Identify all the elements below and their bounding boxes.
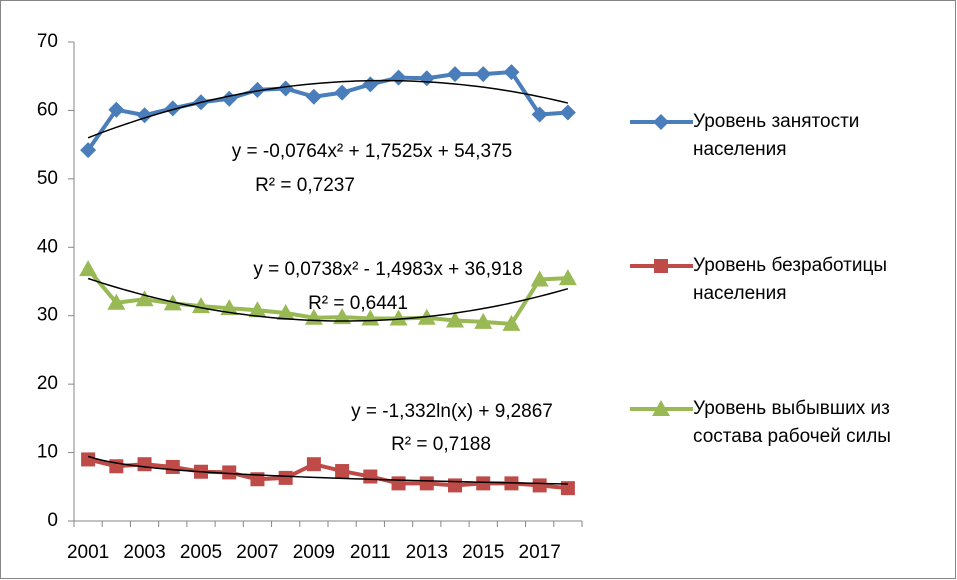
point	[474, 312, 493, 329]
x-tick-label: 2013	[406, 542, 448, 563]
point	[475, 66, 492, 83]
trendline-equation: R² = 0,6441	[308, 293, 408, 314]
y-tick-label: 40	[37, 236, 58, 257]
point	[278, 470, 293, 485]
point	[447, 66, 463, 83]
y-tick-label: 0	[47, 510, 58, 531]
point	[559, 104, 576, 121]
trendline-equation: y = -1,332ln(x) + 9,2867	[351, 401, 553, 422]
point	[502, 314, 521, 331]
point	[652, 400, 670, 416]
point	[448, 478, 462, 493]
x-tick-label: 2015	[462, 542, 504, 563]
point	[391, 476, 406, 491]
x-tick-label: 2003	[123, 542, 165, 563]
point	[389, 309, 408, 326]
legend-label: Уровень занятости населения	[693, 111, 860, 160]
point	[362, 76, 379, 93]
point	[108, 101, 125, 118]
y-tick-label: 50	[37, 168, 58, 189]
point	[363, 469, 378, 484]
x-tick-label: 2007	[236, 542, 278, 563]
point	[558, 269, 577, 286]
point	[306, 457, 321, 472]
point	[276, 303, 295, 320]
trendline-equation: y = 0,0738x² - 1,4983x + 36,918	[253, 259, 522, 280]
point	[532, 478, 547, 493]
legend-label: Уровень выбывших из состава рабочей силы	[693, 398, 891, 447]
point	[248, 301, 267, 318]
legend-label: Уровень безработицы населения	[693, 255, 888, 304]
point	[81, 452, 96, 467]
point	[333, 308, 352, 325]
x-tick-label: 2001	[67, 542, 109, 563]
trendline-equation: R² = 0,7237	[255, 175, 355, 196]
series-line	[87, 457, 569, 491]
y-tick-label: 70	[37, 31, 58, 52]
point	[418, 70, 435, 87]
point	[79, 260, 98, 277]
y-tick-label: 60	[37, 99, 58, 120]
point	[653, 114, 669, 130]
trendline-equation: y = -0,0764x² + 1,7525x + 54,375	[232, 141, 512, 162]
trendline	[87, 455, 568, 485]
point	[476, 476, 491, 491]
point	[221, 90, 238, 107]
x-tick-label: 2005	[180, 542, 222, 563]
point	[137, 457, 152, 472]
point	[335, 464, 350, 479]
x-tick-label: 2009	[293, 542, 335, 563]
point	[80, 142, 97, 159]
x-tick-label: 2017	[519, 542, 561, 563]
point	[305, 88, 322, 105]
point	[531, 106, 548, 123]
series-line	[86, 70, 569, 152]
y-tick-label: 30	[37, 305, 58, 326]
point	[503, 64, 520, 81]
point	[164, 100, 181, 117]
point	[277, 80, 294, 97]
trendline	[87, 277, 569, 322]
point	[165, 459, 180, 474]
x-tick-label: 2011	[350, 542, 391, 563]
point	[530, 270, 549, 287]
point	[107, 293, 126, 310]
point	[222, 465, 237, 480]
point	[446, 311, 464, 328]
trendline	[87, 79, 569, 139]
y-tick-label: 20	[37, 373, 58, 394]
point	[390, 69, 407, 86]
point	[334, 84, 351, 101]
point	[249, 81, 266, 98]
point	[419, 476, 434, 491]
point	[135, 290, 154, 307]
y-tick-label: 10	[37, 442, 58, 463]
point	[654, 259, 668, 273]
point	[136, 107, 153, 124]
trendline-equation: R² = 0,7188	[391, 434, 491, 455]
